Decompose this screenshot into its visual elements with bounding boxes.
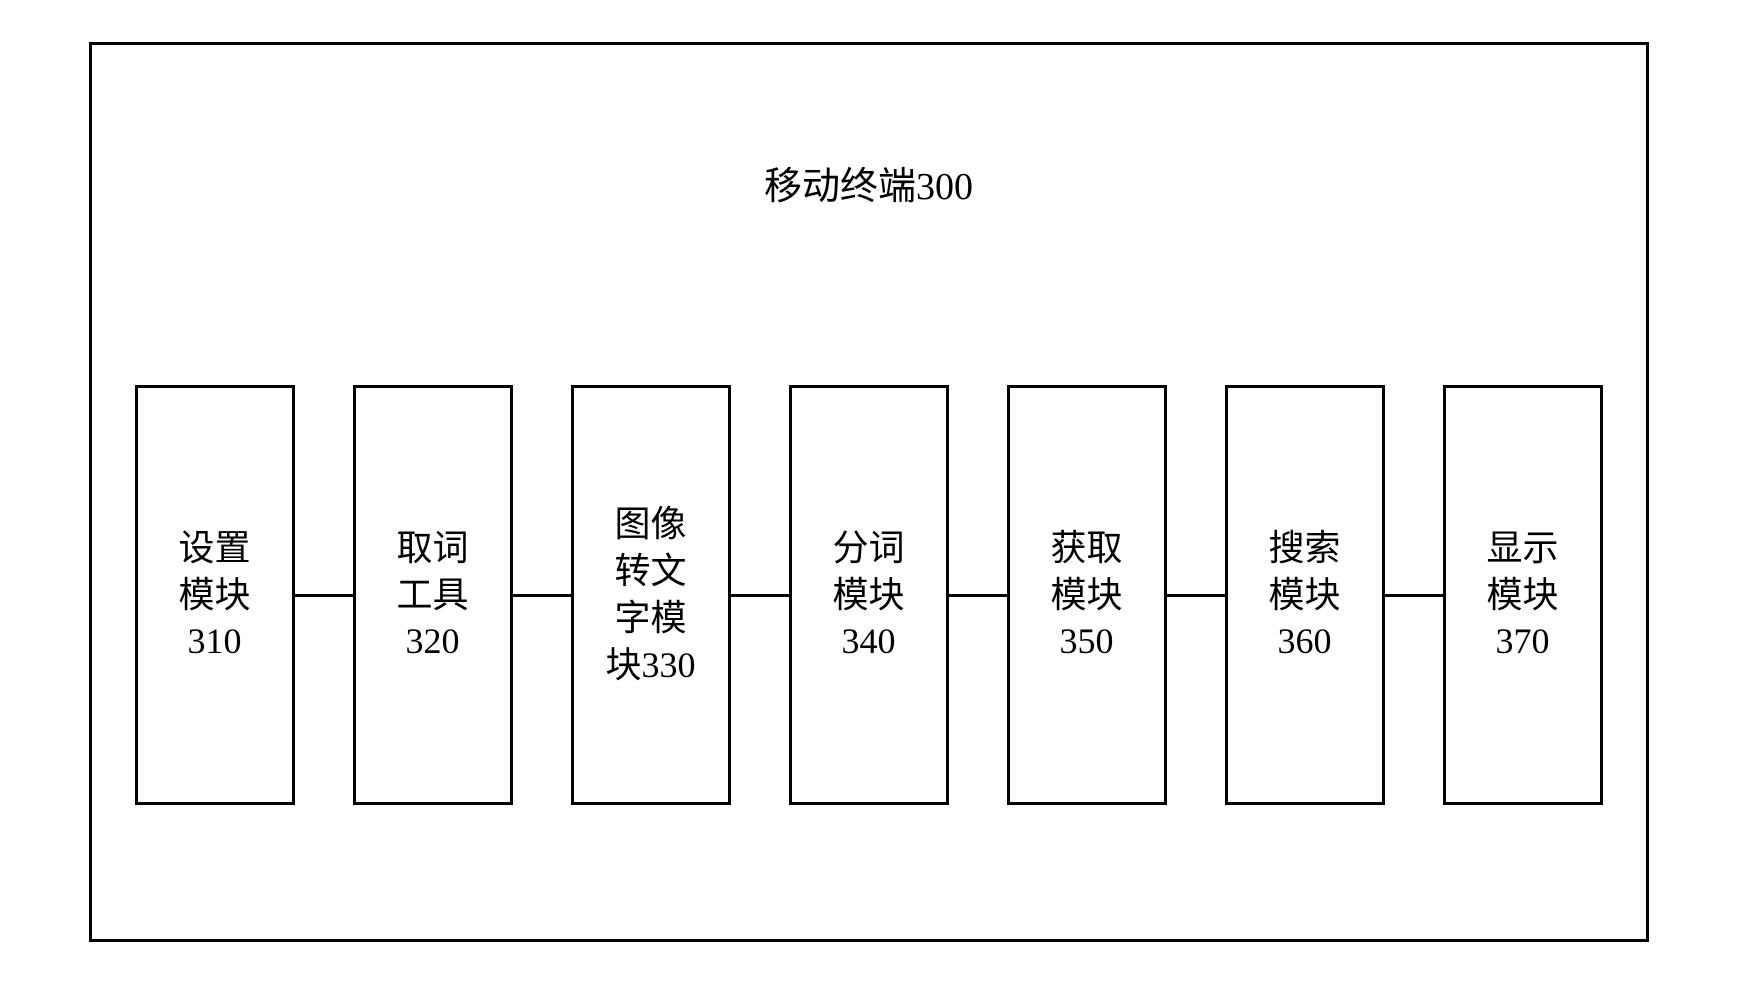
connector — [1385, 594, 1443, 597]
module-label: 获取模块350 — [1040, 525, 1134, 665]
modules-row: 设置模块310 取词工具320 图像转文字模块330 分词模块340 获取模块3… — [92, 385, 1646, 805]
module-box-320: 取词工具320 — [353, 385, 513, 805]
diagram-container: 移动终端300 设置模块310 取词工具320 图像转文字模块330 分词模块3… — [89, 42, 1649, 942]
connector — [949, 594, 1007, 597]
module-box-360: 搜索模块360 — [1225, 385, 1385, 805]
module-label: 搜索模块360 — [1258, 525, 1352, 665]
module-label: 设置模块310 — [168, 525, 262, 665]
connector — [513, 594, 571, 597]
module-box-310: 设置模块310 — [135, 385, 295, 805]
diagram-title: 移动终端300 — [764, 155, 973, 210]
connector — [1167, 594, 1225, 597]
module-box-370: 显示模块370 — [1443, 385, 1603, 805]
module-label: 显示模块370 — [1476, 525, 1570, 665]
connector — [295, 594, 353, 597]
connector — [731, 594, 789, 597]
module-label: 图像转文字模块330 — [604, 501, 698, 688]
module-box-350: 获取模块350 — [1007, 385, 1167, 805]
module-box-340: 分词模块340 — [789, 385, 949, 805]
module-label: 取词工具320 — [386, 525, 480, 665]
module-label: 分词模块340 — [822, 525, 916, 665]
module-box-330: 图像转文字模块330 — [571, 385, 731, 805]
